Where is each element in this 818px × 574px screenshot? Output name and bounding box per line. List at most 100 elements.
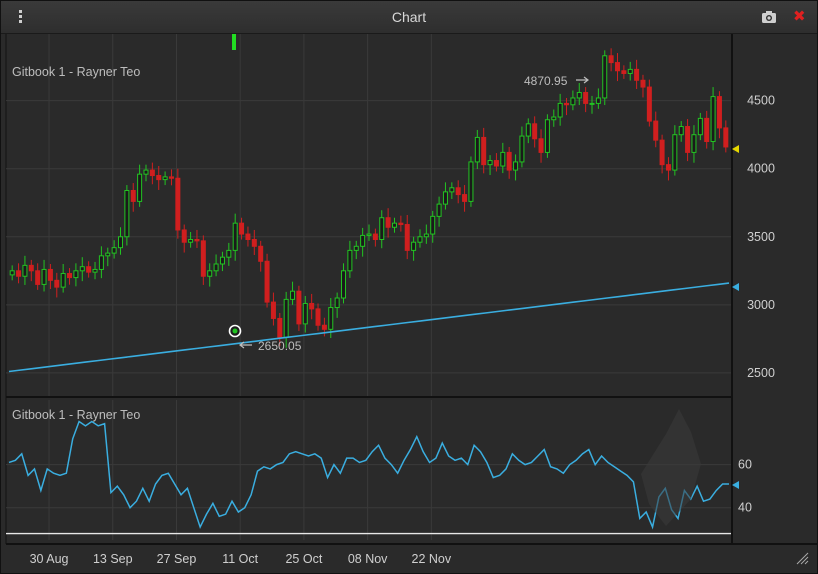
candle-up	[576, 92, 582, 99]
candle-down	[67, 273, 73, 279]
indicator-panel-label: Gitbook 1 - Rayner Teo	[12, 408, 140, 422]
candle-down	[149, 169, 155, 177]
candle-up	[60, 273, 66, 288]
indicator-line	[8, 420, 729, 530]
candle-up	[118, 236, 124, 249]
candle-up	[678, 126, 684, 136]
candle-up	[691, 134, 697, 153]
x-tick-label: 13 Sep	[93, 552, 133, 566]
last-price-marker-icon	[732, 145, 739, 153]
candle-up	[423, 233, 429, 238]
indicator-value-marker-icon	[732, 481, 739, 489]
candle-up	[188, 238, 194, 243]
candle-up	[557, 102, 563, 118]
candle-down	[156, 175, 162, 181]
moving-average-line	[8, 282, 730, 373]
x-tick-label: 30 Aug	[30, 552, 69, 566]
candle-up	[347, 249, 353, 272]
watermark-logo-icon	[641, 409, 701, 526]
candle-down	[309, 302, 315, 310]
candle-down	[493, 160, 499, 167]
candle-up	[341, 270, 347, 299]
candle-up	[328, 307, 334, 330]
title-bar: Chart ✖	[1, 1, 817, 34]
candle-up	[525, 123, 531, 137]
close-icon[interactable]: ✖	[793, 8, 806, 25]
candle-up	[143, 169, 149, 175]
candle-up	[449, 187, 455, 193]
candle-down	[321, 324, 327, 330]
candle-up	[487, 160, 493, 166]
x-axis: 30 Aug 13 Sep 27 Sep 11 Oct 25 Oct 08 Nov 22 N…	[30, 552, 452, 566]
chart-area[interactable]: 2500 3000 3500 4000 4500 40 60 30 Aug 13 Sep 27 …	[1, 34, 817, 574]
candle-up	[366, 233, 372, 236]
candle-down	[481, 136, 487, 166]
candle-down	[16, 270, 22, 277]
candle-up	[379, 217, 385, 240]
candle-up	[697, 117, 703, 136]
indicator-tick-label: 60	[738, 458, 752, 472]
candle-down	[296, 290, 302, 325]
candle-up	[672, 134, 678, 171]
candle-down	[653, 120, 659, 141]
menu-icon[interactable]	[15, 9, 25, 25]
candle-down	[704, 117, 710, 143]
candle-up	[22, 264, 28, 277]
candle-up	[551, 116, 557, 121]
candle-down	[251, 238, 257, 247]
candle-up	[219, 256, 225, 265]
candle-down	[455, 187, 461, 196]
price-tick-label: 3500	[747, 230, 775, 244]
candle-up	[602, 55, 608, 99]
candle-up	[544, 119, 550, 153]
candle-down	[47, 268, 53, 281]
candle-up	[226, 249, 232, 258]
candle-down	[35, 270, 41, 285]
low-arrow-icon	[239, 341, 252, 349]
candle-down	[532, 123, 538, 140]
candle-up	[411, 241, 417, 251]
candle-up	[207, 270, 213, 277]
resize-handle-icon[interactable]	[795, 551, 809, 565]
candle-up	[124, 190, 130, 238]
candle-up	[162, 176, 168, 181]
candle-down	[270, 301, 276, 319]
candle-down	[385, 217, 391, 228]
window-title: Chart	[391, 9, 427, 25]
candle-down	[716, 96, 722, 129]
candle-up	[589, 102, 595, 105]
x-tick-label: 27 Sep	[157, 552, 197, 566]
candle-up	[9, 270, 15, 276]
candle-up	[73, 270, 79, 279]
candle-down	[245, 233, 251, 240]
candle-down	[28, 264, 34, 272]
candle-down	[640, 79, 646, 88]
x-tick-label: 08 Nov	[348, 552, 388, 566]
candle-down	[583, 92, 589, 104]
candle-down	[723, 127, 729, 148]
candle-down	[538, 138, 544, 153]
candle-down	[258, 245, 264, 262]
candle-up	[474, 136, 480, 163]
candle-down	[665, 164, 671, 171]
indicator-panel	[6, 409, 739, 535]
candle-up	[595, 97, 601, 104]
candle-down	[277, 317, 283, 338]
price-tick-label: 3000	[747, 298, 775, 312]
ma-value-marker-icon	[732, 283, 739, 291]
x-tick-label: 11 Oct	[222, 552, 258, 566]
candle-up	[519, 135, 525, 163]
low-point-marker-dot	[232, 328, 238, 334]
candle-up	[283, 298, 289, 338]
candle-up	[213, 263, 219, 272]
candle-up	[500, 151, 506, 167]
candle-down	[621, 70, 627, 74]
camera-icon[interactable]	[761, 10, 777, 24]
price-tick-label: 2500	[747, 366, 775, 380]
candle-up	[302, 302, 308, 325]
candle-down	[130, 190, 136, 202]
price-tick-label: 4500	[747, 94, 775, 108]
candle-down	[404, 224, 410, 251]
candle-down	[462, 194, 468, 202]
